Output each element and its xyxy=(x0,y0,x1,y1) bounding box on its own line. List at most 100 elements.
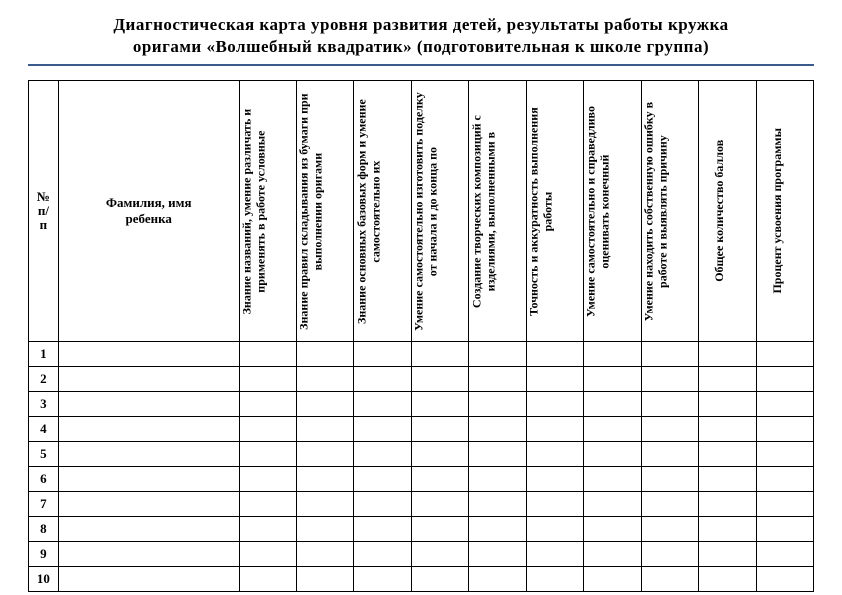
row-cell xyxy=(469,492,526,517)
row-cell xyxy=(354,542,411,567)
table-row: 3 xyxy=(29,392,814,417)
row-cell xyxy=(526,542,583,567)
row-cell xyxy=(699,342,756,367)
row-cell xyxy=(584,367,641,392)
diagnostic-table: № п/ п Фамилия, имя ребенка Знание назва… xyxy=(28,80,814,592)
row-cell xyxy=(699,542,756,567)
row-cell xyxy=(469,417,526,442)
row-cell xyxy=(526,567,583,592)
row-cell xyxy=(297,442,354,467)
table-row: 4 xyxy=(29,417,814,442)
row-cell xyxy=(699,517,756,542)
header-criterion: Знание названий, умение различать и прим… xyxy=(239,81,296,342)
criterion-label: Точность и аккуратность выполнения работ… xyxy=(527,87,555,335)
row-cell xyxy=(699,467,756,492)
row-cell xyxy=(239,492,296,517)
row-cell xyxy=(469,442,526,467)
header-name: Фамилия, имя ребенка xyxy=(58,81,239,342)
row-cell xyxy=(641,342,698,367)
header-name-l2: ребенка xyxy=(125,211,171,226)
table-row: 10 xyxy=(29,567,814,592)
row-cell xyxy=(469,567,526,592)
header-number-l1: № xyxy=(37,189,50,204)
row-cell xyxy=(641,467,698,492)
row-cell xyxy=(411,567,468,592)
row-cell xyxy=(354,442,411,467)
row-cell xyxy=(584,442,641,467)
row-number: 6 xyxy=(29,467,59,492)
row-cell xyxy=(469,467,526,492)
row-cell xyxy=(297,342,354,367)
row-cell xyxy=(526,517,583,542)
table-row: 6 xyxy=(29,467,814,492)
row-cell xyxy=(411,492,468,517)
row-cell xyxy=(641,392,698,417)
table-row: 1 xyxy=(29,342,814,367)
row-cell xyxy=(526,492,583,517)
row-cell xyxy=(411,542,468,567)
page-title: Диагностическая карта уровня развития де… xyxy=(28,14,814,58)
criterion-label: Знание правил складывания из бумаги при … xyxy=(298,87,326,335)
row-cell xyxy=(756,492,813,517)
row-cell xyxy=(297,392,354,417)
row-number: 8 xyxy=(29,517,59,542)
row-cell xyxy=(411,392,468,417)
row-cell xyxy=(239,567,296,592)
row-cell xyxy=(411,342,468,367)
criterion-label: Создание творческих композиций с изделия… xyxy=(470,87,498,335)
row-cell xyxy=(526,442,583,467)
row-cell xyxy=(469,542,526,567)
row-cell xyxy=(756,367,813,392)
row-name-cell xyxy=(58,442,239,467)
table-row: 5 xyxy=(29,442,814,467)
row-cell xyxy=(699,567,756,592)
row-cell xyxy=(354,392,411,417)
title-line-2: оригами «Волшебный квадратик» (подготови… xyxy=(133,37,709,56)
header-criterion: Умение находить собственную ошибку в раб… xyxy=(641,81,698,342)
row-cell xyxy=(699,442,756,467)
row-cell xyxy=(584,417,641,442)
row-name-cell xyxy=(58,517,239,542)
row-cell xyxy=(699,492,756,517)
criterion-label: Знание основных базовых форм и умение са… xyxy=(355,87,383,335)
row-number: 1 xyxy=(29,342,59,367)
row-cell xyxy=(699,392,756,417)
row-cell xyxy=(354,417,411,442)
row-cell xyxy=(239,367,296,392)
row-cell xyxy=(756,392,813,417)
row-name-cell xyxy=(58,492,239,517)
row-cell xyxy=(526,392,583,417)
row-name-cell xyxy=(58,542,239,567)
row-cell xyxy=(641,517,698,542)
row-name-cell xyxy=(58,342,239,367)
row-cell xyxy=(584,342,641,367)
criterion-label: Процент усвоения программы xyxy=(771,87,785,335)
row-cell xyxy=(584,467,641,492)
criterion-label: Знание названий, умение различать и прим… xyxy=(240,87,268,335)
row-cell xyxy=(239,542,296,567)
row-number: 9 xyxy=(29,542,59,567)
row-cell xyxy=(756,342,813,367)
table-row: 2 xyxy=(29,367,814,392)
table-row: 8 xyxy=(29,517,814,542)
criterion-label: Умение самостоятельно и справедливо оцен… xyxy=(585,87,613,335)
row-cell xyxy=(641,542,698,567)
header-criterion: Умение самостоятельно изготовить поделку… xyxy=(411,81,468,342)
row-cell xyxy=(411,517,468,542)
row-cell xyxy=(354,567,411,592)
row-name-cell xyxy=(58,567,239,592)
row-cell xyxy=(584,517,641,542)
row-name-cell xyxy=(58,467,239,492)
row-cell xyxy=(354,517,411,542)
title-line-1: Диагностическая карта уровня развития де… xyxy=(113,15,728,34)
row-cell xyxy=(469,392,526,417)
row-cell xyxy=(584,542,641,567)
row-number: 3 xyxy=(29,392,59,417)
row-cell xyxy=(469,517,526,542)
row-cell xyxy=(239,342,296,367)
row-cell xyxy=(699,367,756,392)
header-number: № п/ п xyxy=(29,81,59,342)
row-cell xyxy=(756,517,813,542)
criterion-label: Умение самостоятельно изготовить поделку… xyxy=(413,87,441,335)
table-row: 7 xyxy=(29,492,814,517)
